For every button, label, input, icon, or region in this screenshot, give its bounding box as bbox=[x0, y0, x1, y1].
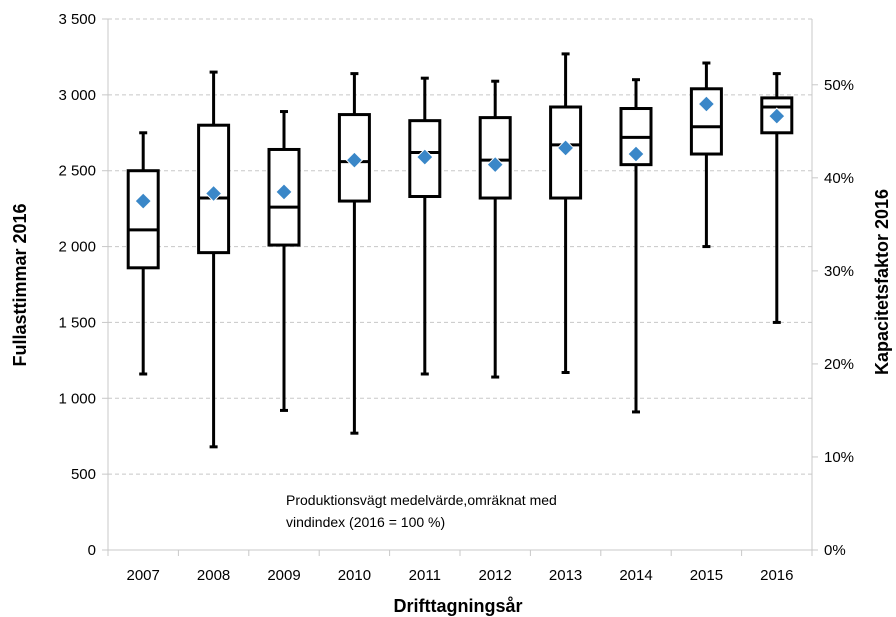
x-tick-label: 2014 bbox=[619, 567, 652, 584]
y-tick-label: 3 500 bbox=[58, 11, 96, 28]
y2-tick-label: 30% bbox=[824, 263, 854, 280]
box-2010 bbox=[337, 72, 371, 435]
x-tick-label: 2015 bbox=[690, 567, 723, 584]
box-2013 bbox=[549, 52, 583, 374]
y-tick-label: 2 500 bbox=[58, 163, 96, 180]
box-2015 bbox=[689, 61, 723, 249]
y2-tick-label: 10% bbox=[824, 449, 854, 466]
annotation-line-2: vindindex (2016 = 100 %) bbox=[286, 514, 445, 530]
mean-marker-2010 bbox=[345, 151, 364, 169]
mean-marker-2013 bbox=[556, 139, 575, 157]
y-tick-label: 2 000 bbox=[58, 239, 96, 256]
y-axis-ticks: 0 500 1 000 1 500 2 000 2 500 3 000 3 500 bbox=[58, 11, 108, 559]
y-tick-label: 1 000 bbox=[58, 390, 96, 407]
x-tick-label: 2007 bbox=[127, 567, 160, 584]
mean-marker-2012 bbox=[486, 155, 504, 174]
mean-marker-2016 bbox=[768, 107, 786, 125]
y-tick-label: 1 500 bbox=[58, 314, 96, 331]
x-tick-label: 2011 bbox=[409, 567, 441, 584]
y-tick-label: 500 bbox=[71, 466, 96, 483]
y2-tick-label: 20% bbox=[824, 356, 854, 373]
mean-marker-2011 bbox=[416, 148, 434, 166]
box-2007 bbox=[126, 131, 160, 376]
x-tick-label: 2009 bbox=[267, 567, 300, 584]
y-axis-title: Fullasttimmar 2016 bbox=[10, 203, 30, 366]
gridlines bbox=[107, 18, 813, 551]
box-2012 bbox=[478, 79, 512, 379]
y-tick-label: 3 000 bbox=[58, 87, 96, 104]
x-tick-label: 2016 bbox=[760, 567, 793, 584]
box-series bbox=[126, 52, 794, 449]
annotation-line-1: Produktionsvägt medelvärde,omräknat med bbox=[286, 492, 557, 508]
mean-marker-2008 bbox=[204, 184, 223, 203]
y2-axis-ticks: 0% 10% 20% 30% 40% 50% bbox=[812, 77, 854, 559]
y2-tick-label: 40% bbox=[824, 170, 854, 187]
y-tick-label: 0 bbox=[88, 542, 96, 559]
x-tick-label: 2013 bbox=[549, 567, 582, 584]
x-tick-label: 2008 bbox=[197, 567, 230, 584]
box-2014 bbox=[619, 78, 653, 414]
mean-marker-2015 bbox=[697, 95, 716, 113]
box-2008 bbox=[197, 70, 231, 449]
mean-markers bbox=[134, 95, 786, 210]
mean-marker-2014 bbox=[627, 145, 645, 163]
iqr-box bbox=[267, 147, 301, 247]
mean-marker-2007 bbox=[134, 192, 152, 210]
x-axis-title: Drifttagningsår bbox=[393, 596, 522, 616]
box-2011 bbox=[408, 76, 442, 376]
x-axis-ticks: 2007 2008 2009 2010 2011 2012 2013 2014 2015 2016 bbox=[107, 550, 813, 584]
y2-axis-title: Kapacitetsfaktor 2016 bbox=[872, 189, 892, 375]
x-tick-label: 2010 bbox=[338, 567, 371, 584]
mean-marker-2009 bbox=[275, 183, 293, 201]
iqr-box bbox=[760, 96, 794, 135]
box-2016 bbox=[760, 72, 794, 324]
x-tick-label: 2012 bbox=[479, 567, 512, 584]
box-2009 bbox=[267, 110, 301, 412]
iqr-box bbox=[126, 169, 160, 270]
y2-tick-label: 50% bbox=[824, 77, 854, 94]
y2-tick-label: 0% bbox=[824, 542, 846, 559]
